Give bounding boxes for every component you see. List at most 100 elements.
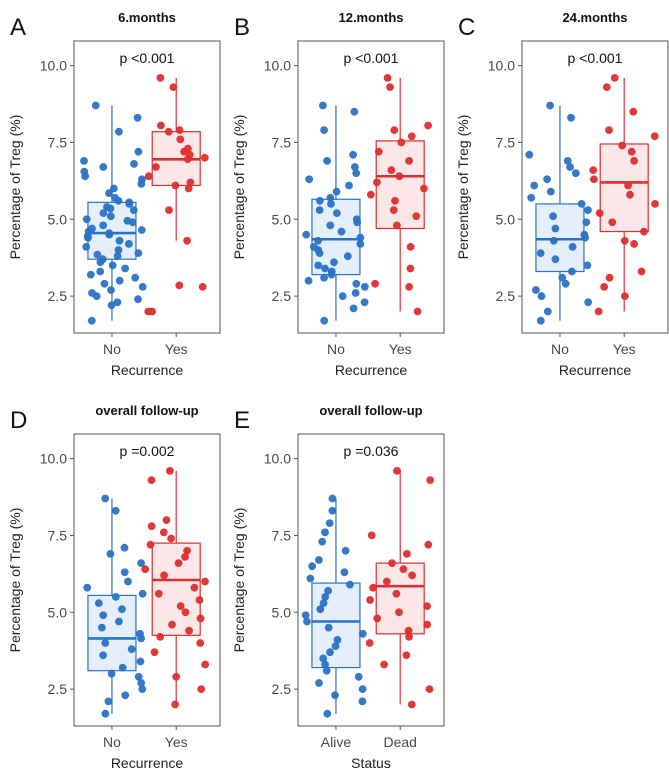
data-point <box>137 634 146 643</box>
data-point <box>651 200 659 208</box>
data-point <box>566 163 574 171</box>
panel-letter: C <box>458 14 475 41</box>
x-tick-label: No <box>103 734 121 750</box>
data-point <box>183 546 192 555</box>
data-point <box>130 160 138 168</box>
data-point <box>196 614 205 623</box>
y-tick-label: 10.0 <box>40 451 67 467</box>
panel-letter: E <box>234 407 250 434</box>
x-tick-label: Dead <box>383 734 416 750</box>
data-point <box>397 138 406 147</box>
y-tick-label: 2.5 <box>48 681 68 697</box>
data-point <box>108 261 117 270</box>
data-point <box>147 476 156 484</box>
data-point <box>389 206 398 215</box>
data-point <box>546 187 555 196</box>
y-tick-label: 10.0 <box>264 451 291 467</box>
data-point <box>305 175 314 184</box>
box-iqr <box>87 594 137 672</box>
p-value: p =0.036 <box>344 443 399 459</box>
data-point <box>637 267 646 276</box>
data-point <box>610 74 619 82</box>
data-point <box>99 163 108 171</box>
data-point <box>183 155 192 164</box>
data-point <box>425 685 434 693</box>
data-point <box>627 147 636 156</box>
data-point <box>406 264 415 273</box>
data-point <box>154 589 163 598</box>
data-point <box>354 672 363 681</box>
data-point <box>121 264 129 273</box>
data-point <box>105 230 114 239</box>
y-tick-label: 5.0 <box>48 211 68 227</box>
data-point <box>326 193 335 202</box>
panel-title: overall follow-up <box>319 403 422 418</box>
data-point <box>383 74 392 82</box>
data-point <box>195 596 204 604</box>
data-point <box>197 685 206 693</box>
data-point <box>315 206 324 215</box>
panel-title: 6.months <box>118 10 176 25</box>
data-point <box>420 184 428 193</box>
data-point <box>532 286 540 294</box>
data-point <box>549 212 557 221</box>
data-point <box>175 126 184 134</box>
x-tick-label: Alive <box>321 734 352 750</box>
data-point <box>328 494 337 503</box>
data-point <box>630 157 638 165</box>
data-point <box>96 258 105 267</box>
data-point <box>141 565 150 574</box>
data-point <box>136 657 145 666</box>
data-point <box>120 543 129 552</box>
box-group-yes <box>141 467 210 709</box>
data-point <box>318 537 327 546</box>
data-point <box>624 181 632 190</box>
data-point <box>115 127 123 136</box>
data-point <box>345 181 353 190</box>
data-point <box>388 559 396 567</box>
data-point <box>563 157 572 165</box>
data-point <box>326 221 335 230</box>
data-point <box>185 626 194 635</box>
data-point <box>386 83 394 91</box>
data-point <box>168 620 176 629</box>
data-point <box>374 147 383 156</box>
data-point <box>107 301 116 310</box>
data-point <box>99 611 108 620</box>
data-point <box>92 292 101 300</box>
data-point <box>134 295 142 304</box>
data-point <box>315 679 323 687</box>
y-tick-label: 5.0 <box>272 211 292 227</box>
data-point <box>134 672 143 681</box>
data-point <box>590 175 598 184</box>
data-point <box>165 206 173 215</box>
data-point <box>349 150 357 159</box>
data-point <box>332 187 341 196</box>
data-point <box>315 556 323 564</box>
data-point <box>115 276 124 285</box>
data-point <box>602 83 611 91</box>
data-point <box>127 645 136 654</box>
data-point <box>320 126 328 134</box>
y-tick-label: 7.5 <box>272 134 292 150</box>
data-point <box>114 196 123 205</box>
data-point <box>201 660 210 669</box>
box-group-no <box>302 101 369 325</box>
data-point <box>582 218 591 227</box>
data-point <box>413 307 422 316</box>
data-point <box>350 107 359 116</box>
y-tick-label: 10.0 <box>488 58 515 74</box>
panel-border <box>73 433 221 727</box>
data-point <box>83 583 92 592</box>
data-point <box>201 577 209 586</box>
data-point <box>98 623 106 632</box>
data-point <box>340 568 349 577</box>
data-point <box>316 196 324 205</box>
data-point <box>373 178 381 187</box>
data-point <box>406 243 415 251</box>
data-point <box>186 178 195 187</box>
data-point <box>114 246 123 254</box>
box-iqr <box>375 562 425 635</box>
data-point <box>330 258 338 267</box>
data-point <box>137 180 146 188</box>
